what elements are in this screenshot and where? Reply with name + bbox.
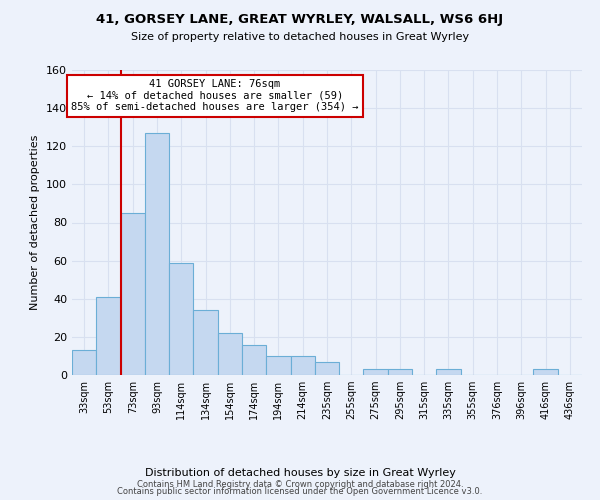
Text: 41, GORSEY LANE, GREAT WYRLEY, WALSALL, WS6 6HJ: 41, GORSEY LANE, GREAT WYRLEY, WALSALL, …	[97, 12, 503, 26]
Y-axis label: Number of detached properties: Number of detached properties	[31, 135, 40, 310]
Bar	[145, 133, 169, 375]
Bar	[290, 356, 315, 375]
Bar	[242, 344, 266, 375]
Bar	[315, 362, 339, 375]
Bar	[96, 297, 121, 375]
Text: Contains public sector information licensed under the Open Government Licence v3: Contains public sector information licen…	[118, 488, 482, 496]
Bar	[72, 350, 96, 375]
Bar	[193, 310, 218, 375]
Bar	[218, 333, 242, 375]
Text: 41 GORSEY LANE: 76sqm
← 14% of detached houses are smaller (59)
85% of semi-deta: 41 GORSEY LANE: 76sqm ← 14% of detached …	[71, 79, 359, 112]
Text: Contains HM Land Registry data © Crown copyright and database right 2024.: Contains HM Land Registry data © Crown c…	[137, 480, 463, 489]
Bar	[388, 370, 412, 375]
Bar	[436, 370, 461, 375]
Bar	[169, 262, 193, 375]
Text: Distribution of detached houses by size in Great Wyrley: Distribution of detached houses by size …	[145, 468, 455, 477]
Bar	[364, 370, 388, 375]
Text: Size of property relative to detached houses in Great Wyrley: Size of property relative to detached ho…	[131, 32, 469, 42]
Bar	[121, 213, 145, 375]
Bar	[266, 356, 290, 375]
Bar	[533, 370, 558, 375]
